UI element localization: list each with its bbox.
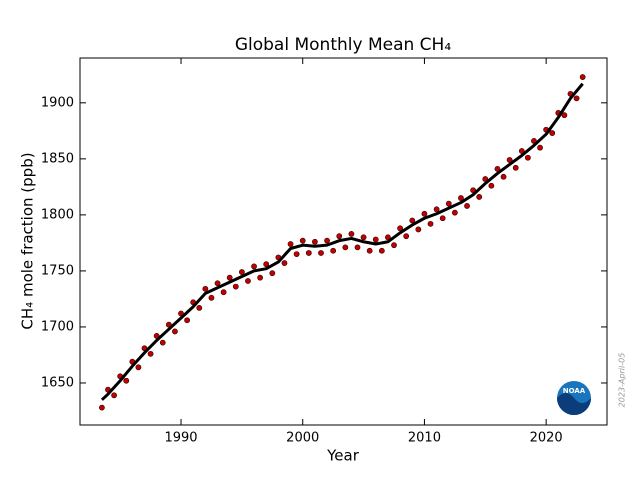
data-point — [372, 236, 379, 243]
data-point — [421, 210, 428, 217]
data-point — [208, 294, 215, 301]
logo-text: NOAA — [563, 387, 586, 395]
data-point — [147, 350, 154, 357]
data-point — [488, 182, 495, 189]
data-point — [172, 328, 178, 335]
data-point — [293, 251, 300, 258]
data-point — [111, 392, 117, 399]
data-point — [391, 242, 397, 249]
data-point — [360, 234, 367, 241]
data-point — [397, 225, 403, 232]
data-point — [451, 209, 458, 216]
data-point — [378, 247, 385, 254]
data-point — [287, 241, 294, 247]
data-point — [123, 377, 130, 384]
data-point — [324, 237, 330, 244]
chart-title: Global Monthly Mean CH₄ — [235, 35, 451, 55]
data-point — [251, 263, 257, 270]
data-point — [561, 112, 568, 119]
logo: NOAA — [557, 381, 591, 415]
data-point — [512, 164, 519, 171]
data-point — [99, 404, 105, 411]
data-point — [220, 289, 227, 296]
date-stamp: 2023-April-05 — [618, 353, 627, 408]
data-point — [281, 260, 288, 266]
x-tick-label: 2020 — [530, 431, 563, 446]
data-point — [159, 339, 166, 346]
data-point — [537, 144, 543, 151]
data-point — [311, 238, 318, 245]
data-point — [524, 154, 531, 161]
data-point — [342, 244, 349, 251]
y-tick-label: 1900 — [41, 95, 74, 110]
data-point — [445, 200, 452, 207]
data-point — [202, 285, 209, 292]
data-point — [494, 166, 501, 172]
data-point — [476, 194, 483, 200]
data-point — [238, 269, 245, 275]
x-tick-label: 2010 — [408, 431, 441, 446]
data-point — [269, 270, 276, 277]
data-point — [549, 130, 556, 136]
y-tick-label: 1750 — [41, 263, 74, 278]
data-point — [579, 74, 586, 80]
data-point — [506, 157, 513, 163]
data-point — [330, 247, 337, 254]
y-axis-label: CH₄ mole fraction (ppb) — [19, 152, 37, 329]
trend-line — [100, 82, 584, 401]
data-point — [573, 95, 580, 102]
data-point — [257, 274, 264, 281]
data-point — [336, 233, 343, 240]
data-point — [305, 250, 312, 256]
data-point — [318, 250, 324, 256]
data-point — [427, 220, 434, 227]
data-point — [348, 231, 355, 237]
y-tick-label: 1800 — [41, 207, 74, 222]
data-point — [458, 195, 464, 201]
data-point — [464, 203, 470, 209]
data-point — [232, 283, 239, 290]
y-tick-label: 1850 — [41, 151, 74, 166]
data-point — [226, 274, 233, 281]
data-point — [433, 206, 440, 213]
data-point — [214, 280, 221, 287]
x-axis-label: Year — [326, 447, 360, 465]
logo-wave — [557, 393, 591, 415]
data-point — [500, 173, 507, 180]
y-tick-label: 1700 — [41, 319, 74, 334]
y-tick-label: 1650 — [41, 375, 74, 390]
data-point — [415, 226, 422, 233]
data-point — [196, 304, 203, 311]
x-tick-label: 1990 — [164, 431, 197, 446]
plot-frame — [79, 57, 608, 426]
data-point — [385, 234, 391, 241]
data-point — [439, 215, 446, 222]
data-point — [354, 244, 361, 251]
data-point — [245, 278, 251, 284]
data-point — [366, 247, 373, 254]
data-point — [299, 237, 306, 244]
data-point — [184, 317, 191, 324]
data-point — [409, 217, 416, 224]
data-point — [135, 364, 142, 371]
data-point — [263, 261, 270, 268]
x-tick-label: 2000 — [286, 431, 319, 446]
data-point — [403, 233, 410, 240]
